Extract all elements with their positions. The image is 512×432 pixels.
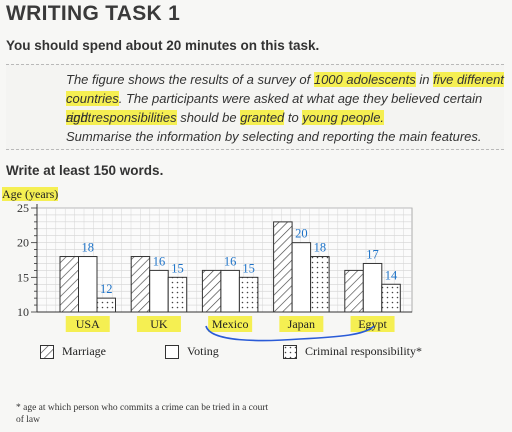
bar-dots-mexico bbox=[238, 276, 259, 313]
y-tick-label: 15 bbox=[17, 270, 29, 284]
word-count-instruction: Write at least 150 words. bbox=[6, 163, 164, 178]
legend-item-voting: Voting bbox=[165, 344, 219, 359]
bar-plain-usa bbox=[78, 256, 98, 313]
data-label: 16 bbox=[224, 254, 237, 268]
bar-hatch-uk bbox=[130, 256, 151, 313]
data-label: 16 bbox=[153, 254, 166, 268]
bar-dots-japan bbox=[310, 256, 330, 313]
task-line-1: The figure shows the results of a survey… bbox=[66, 72, 504, 87]
bar-hatch-egypt bbox=[344, 269, 364, 313]
legend-swatch-plain bbox=[165, 344, 179, 359]
data-label: 17 bbox=[366, 247, 379, 261]
y-tick-label: 25 bbox=[17, 201, 29, 215]
page-title: WRITING TASK 1 bbox=[6, 2, 181, 25]
category-label-egypt: Egypt bbox=[358, 317, 387, 331]
bar-plain-uk bbox=[149, 269, 169, 313]
data-label: 20 bbox=[295, 227, 308, 241]
data-label: 15 bbox=[171, 261, 184, 275]
y-tick-label: 10 bbox=[17, 305, 29, 319]
bar-dots-egypt bbox=[381, 283, 401, 313]
data-label: 12 bbox=[100, 282, 113, 296]
footnote: * age at which person who commits a crim… bbox=[16, 403, 269, 425]
task-instructions: You should spend about 20 minutes on thi… bbox=[6, 38, 320, 53]
bar-plain-japan bbox=[291, 242, 312, 313]
bar-hatch-japan bbox=[273, 221, 293, 313]
category-label-highlight bbox=[136, 316, 181, 332]
category-label-highlight bbox=[208, 316, 253, 332]
annotation-curve bbox=[205, 325, 375, 342]
category-label-mexico: Mexico bbox=[212, 317, 249, 331]
category-label-usa: USA bbox=[76, 317, 100, 331]
y-axis-label: Age (years) bbox=[2, 187, 59, 201]
bar-hatch-usa bbox=[59, 256, 79, 313]
task-line-3: and responsibilities should be granted t… bbox=[66, 110, 385, 125]
bar-dots-usa bbox=[96, 297, 116, 313]
task-line-4: Summarise the information by selecting a… bbox=[66, 129, 482, 144]
legend-item-criminal-responsibility: Criminal responsibility* bbox=[283, 344, 422, 359]
bar-plain-mexico bbox=[220, 269, 240, 313]
bar-plain-egypt bbox=[362, 262, 383, 313]
legend-item-marriage: Marriage bbox=[40, 344, 106, 359]
data-label: 18 bbox=[82, 241, 95, 255]
legend-swatch-dots bbox=[283, 344, 297, 359]
data-label: 15 bbox=[242, 261, 255, 275]
category-label-highlight bbox=[279, 316, 324, 332]
category-label-highlight bbox=[65, 316, 110, 332]
category-label-japan: Japan bbox=[288, 317, 315, 331]
category-label-highlight bbox=[350, 316, 395, 332]
data-label: 18 bbox=[314, 241, 327, 255]
task-box bbox=[6, 64, 504, 150]
bar-dots-uk bbox=[167, 276, 188, 313]
category-label-uk: UK bbox=[150, 317, 168, 331]
bar-hatch-mexico bbox=[201, 269, 222, 313]
y-tick-label: 20 bbox=[17, 236, 29, 250]
legend-swatch-hatch bbox=[40, 344, 54, 359]
task-line-2: countries. The participants were asked a… bbox=[66, 91, 483, 125]
data-label: 14 bbox=[385, 268, 398, 282]
